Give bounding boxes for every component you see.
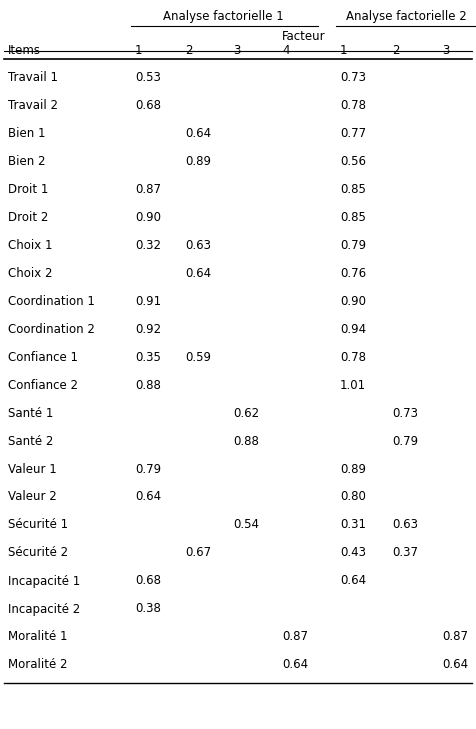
- Text: Facteur: Facteur: [282, 29, 325, 42]
- Text: Coordination 1: Coordination 1: [8, 295, 95, 308]
- Text: 1: 1: [135, 44, 142, 57]
- Text: 0.78: 0.78: [340, 98, 366, 112]
- Text: 0.94: 0.94: [340, 322, 366, 335]
- Text: Santé 2: Santé 2: [8, 434, 53, 448]
- Text: 0.64: 0.64: [135, 491, 161, 504]
- Text: Valeur 1: Valeur 1: [8, 462, 57, 475]
- Text: Items: Items: [8, 44, 41, 57]
- Text: 0.90: 0.90: [340, 295, 366, 308]
- Text: 0.63: 0.63: [392, 518, 418, 531]
- Text: 0.64: 0.64: [282, 658, 308, 671]
- Text: Sécurité 1: Sécurité 1: [8, 518, 68, 531]
- Text: Incapacité 2: Incapacité 2: [8, 602, 80, 615]
- Text: 0.68: 0.68: [135, 574, 161, 588]
- Text: Incapacité 1: Incapacité 1: [8, 574, 80, 588]
- Text: Travail 1: Travail 1: [8, 71, 58, 84]
- Text: 0.90: 0.90: [135, 211, 161, 224]
- Text: Bien 2: Bien 2: [8, 155, 46, 168]
- Text: Choix 2: Choix 2: [8, 267, 52, 279]
- Text: 2: 2: [392, 44, 399, 57]
- Text: 0.78: 0.78: [340, 351, 366, 364]
- Text: Droit 2: Droit 2: [8, 211, 49, 224]
- Text: 0.87: 0.87: [135, 182, 161, 195]
- Text: 0.64: 0.64: [442, 658, 468, 671]
- Text: 3: 3: [442, 44, 449, 57]
- Text: Droit 1: Droit 1: [8, 182, 49, 195]
- Text: Moralité 2: Moralité 2: [8, 658, 68, 671]
- Text: Confiance 2: Confiance 2: [8, 378, 78, 391]
- Text: Santé 1: Santé 1: [8, 407, 53, 419]
- Text: 0.67: 0.67: [185, 547, 211, 559]
- Text: 0.79: 0.79: [392, 434, 418, 448]
- Text: 0.68: 0.68: [135, 98, 161, 112]
- Text: 0.79: 0.79: [340, 238, 366, 252]
- Text: Sécurité 2: Sécurité 2: [8, 547, 68, 559]
- Text: Valeur 2: Valeur 2: [8, 491, 57, 504]
- Text: 0.37: 0.37: [392, 547, 418, 559]
- Text: Choix 1: Choix 1: [8, 238, 52, 252]
- Text: 0.91: 0.91: [135, 295, 161, 308]
- Text: 0.88: 0.88: [135, 378, 161, 391]
- Text: 0.88: 0.88: [233, 434, 259, 448]
- Text: 0.89: 0.89: [185, 155, 211, 168]
- Text: 0.53: 0.53: [135, 71, 161, 84]
- Text: 0.35: 0.35: [135, 351, 161, 364]
- Text: 1: 1: [340, 44, 347, 57]
- Text: 0.80: 0.80: [340, 491, 366, 504]
- Text: Bien 1: Bien 1: [8, 127, 46, 139]
- Text: 0.87: 0.87: [282, 631, 308, 644]
- Text: 0.89: 0.89: [340, 462, 366, 475]
- Text: 0.63: 0.63: [185, 238, 211, 252]
- Text: 0.85: 0.85: [340, 211, 366, 224]
- Text: 0.73: 0.73: [340, 71, 366, 84]
- Text: 0.76: 0.76: [340, 267, 366, 279]
- Text: 4: 4: [282, 44, 289, 57]
- Text: 2: 2: [185, 44, 192, 57]
- Text: 0.59: 0.59: [185, 351, 211, 364]
- Text: 0.38: 0.38: [135, 602, 161, 615]
- Text: 0.64: 0.64: [185, 267, 211, 279]
- Text: 0.43: 0.43: [340, 547, 366, 559]
- Text: 0.54: 0.54: [233, 518, 259, 531]
- Text: 0.79: 0.79: [135, 462, 161, 475]
- Text: Coordination 2: Coordination 2: [8, 322, 95, 335]
- Text: 0.31: 0.31: [340, 518, 366, 531]
- Text: 0.62: 0.62: [233, 407, 259, 419]
- Text: Analyse factorielle 1: Analyse factorielle 1: [163, 9, 284, 23]
- Text: Confiance 1: Confiance 1: [8, 351, 78, 364]
- Text: Travail 2: Travail 2: [8, 98, 58, 112]
- Text: 0.92: 0.92: [135, 322, 161, 335]
- Text: 0.73: 0.73: [392, 407, 418, 419]
- Text: 0.32: 0.32: [135, 238, 161, 252]
- Text: 0.64: 0.64: [185, 127, 211, 139]
- Text: 1.01: 1.01: [340, 378, 366, 391]
- Text: 3: 3: [233, 44, 240, 57]
- Text: 0.87: 0.87: [442, 631, 468, 644]
- Text: 0.85: 0.85: [340, 182, 366, 195]
- Text: 0.64: 0.64: [340, 574, 366, 588]
- Text: Moralité 1: Moralité 1: [8, 631, 68, 644]
- Text: Analyse factorielle 2: Analyse factorielle 2: [346, 9, 466, 23]
- Text: 0.77: 0.77: [340, 127, 366, 139]
- Text: 0.56: 0.56: [340, 155, 366, 168]
